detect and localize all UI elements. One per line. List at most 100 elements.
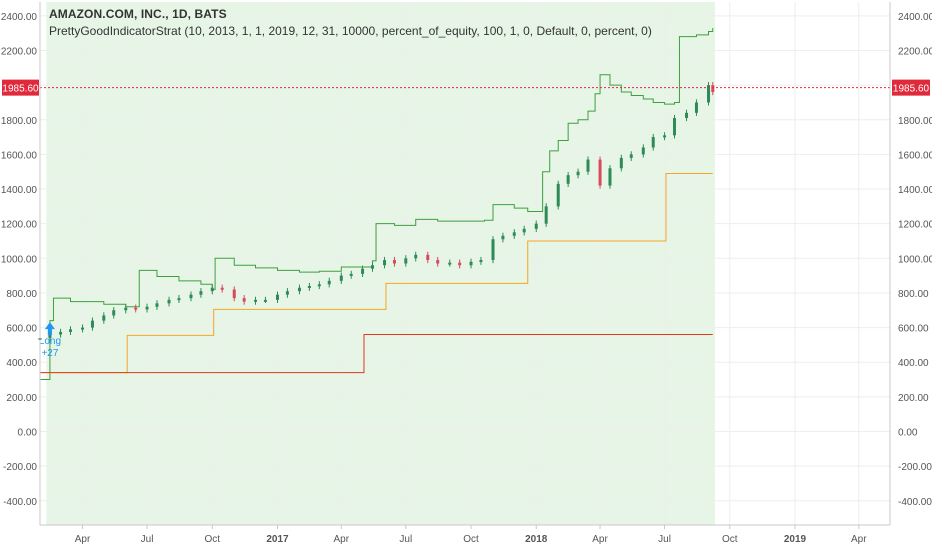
candle-body bbox=[155, 303, 159, 307]
y-tick-label-right: -200.00 bbox=[898, 462, 932, 473]
candle-body bbox=[651, 137, 655, 148]
candle-body bbox=[672, 118, 676, 136]
y-tick-label-left: 1600.00 bbox=[1, 150, 38, 161]
candle-body bbox=[317, 284, 321, 287]
candle-body bbox=[59, 331, 63, 335]
candle-body bbox=[90, 320, 94, 328]
x-tick-label: 2017 bbox=[266, 534, 289, 545]
candle-body bbox=[522, 228, 526, 233]
x-tick-label: Jul bbox=[141, 534, 154, 545]
x-tick-label: 2018 bbox=[525, 534, 548, 545]
x-tick-label: 2019 bbox=[784, 534, 807, 545]
long-signal-label: Long bbox=[39, 336, 61, 347]
candle-body bbox=[404, 258, 408, 264]
candle-body bbox=[220, 287, 224, 290]
candle-body bbox=[598, 159, 602, 186]
x-tick-label: Jul bbox=[658, 534, 671, 545]
long-signal-sublabel: +27 bbox=[41, 348, 58, 359]
candle-body bbox=[210, 287, 214, 292]
candle-body bbox=[629, 154, 633, 158]
y-tick-label-left: 1800.00 bbox=[1, 116, 38, 127]
last-price-tag-left bbox=[2, 79, 39, 96]
last-price-label-right: 1985.60 bbox=[893, 84, 930, 95]
marker-layer: 1985.60 1985.60 Long+27 bbox=[2, 79, 930, 359]
y-tick-label-left: 600.00 bbox=[6, 324, 37, 335]
candle-body bbox=[566, 175, 570, 184]
y-tick-label-right: 1000.00 bbox=[898, 254, 932, 265]
strategy-shaded-region bbox=[46, 2, 715, 525]
candle-body bbox=[469, 261, 473, 266]
candle-body bbox=[297, 287, 301, 292]
y-tick-label-left: -400.00 bbox=[3, 497, 37, 508]
x-tick-label: Oct bbox=[463, 534, 479, 545]
y-tick-label-right: 200.00 bbox=[898, 393, 929, 404]
candle-body bbox=[448, 262, 452, 265]
y-tick-label-right: 600.00 bbox=[898, 324, 929, 335]
x-tick-label: Oct bbox=[722, 534, 738, 545]
candle-body bbox=[512, 232, 516, 236]
candle-body bbox=[199, 291, 203, 295]
x-tick-label: Oct bbox=[204, 534, 220, 545]
price-candles bbox=[38, 82, 715, 342]
x-tick-label: Jul bbox=[399, 534, 412, 545]
candle-body bbox=[383, 260, 387, 266]
candle-body bbox=[707, 85, 711, 103]
y-tick-label-left: 800.00 bbox=[6, 289, 37, 300]
candle-body bbox=[285, 291, 289, 295]
y-tick-label-left: 1000.00 bbox=[1, 254, 38, 265]
y-tick-label-left: 400.00 bbox=[6, 358, 37, 369]
y-tick-label-right: 1600.00 bbox=[898, 150, 932, 161]
candle-body bbox=[608, 168, 612, 186]
candle-body bbox=[102, 315, 106, 321]
candle-body bbox=[534, 223, 538, 229]
candle-body bbox=[177, 298, 181, 301]
candle-body bbox=[711, 85, 715, 93]
y-tick-label-right: 1200.00 bbox=[898, 220, 932, 231]
x-tick-label: Apr bbox=[851, 534, 867, 545]
candle-body bbox=[501, 235, 505, 240]
y-tick-label-right: 0.00 bbox=[898, 427, 918, 438]
candle-body bbox=[544, 206, 548, 224]
candle-body bbox=[134, 307, 138, 310]
y-tick-label-right: 2200.00 bbox=[898, 46, 932, 57]
candle-body bbox=[307, 286, 311, 289]
candle-body bbox=[48, 334, 52, 338]
series-layer bbox=[40, 27, 714, 381]
y-tick-label-left: 0.00 bbox=[18, 427, 38, 438]
candle-body bbox=[232, 289, 236, 299]
y-tick-label-right: 400.00 bbox=[898, 358, 929, 369]
candle-body bbox=[361, 268, 365, 274]
candle-body bbox=[349, 273, 353, 276]
candle-body bbox=[189, 294, 193, 299]
y-tick-label-left: 2400.00 bbox=[1, 12, 38, 23]
y-tick-label-right: 1400.00 bbox=[898, 185, 932, 196]
long-signal-arrow-icon bbox=[44, 322, 55, 336]
candle-body bbox=[619, 157, 623, 169]
y-tick-label-left: 1400.00 bbox=[1, 185, 38, 196]
last-price-tag-right bbox=[892, 79, 930, 96]
candle-body bbox=[263, 299, 267, 302]
candle-body bbox=[68, 329, 72, 332]
candle-body bbox=[491, 239, 495, 261]
candle-body bbox=[426, 254, 430, 261]
candle-body bbox=[167, 299, 171, 304]
candle-body bbox=[339, 275, 343, 281]
candle-body bbox=[124, 307, 128, 311]
y-tick-label-left: 200.00 bbox=[6, 393, 37, 404]
candle-body bbox=[275, 294, 279, 300]
candle-body bbox=[694, 102, 698, 113]
candle-body bbox=[327, 280, 331, 285]
grid-lines bbox=[40, 2, 890, 525]
candle-body bbox=[392, 260, 396, 264]
candle-body bbox=[576, 171, 580, 176]
candle-body bbox=[641, 147, 645, 155]
candle-body bbox=[436, 260, 440, 264]
last-price-label-left: 1985.60 bbox=[2, 84, 39, 95]
candle-body bbox=[685, 112, 689, 119]
stop-step-line bbox=[40, 334, 713, 374]
candle-body bbox=[556, 183, 560, 207]
y-tick-label-right: 1800.00 bbox=[898, 116, 932, 127]
y-tick-label-right: 800.00 bbox=[898, 289, 929, 300]
equity-step-line bbox=[40, 27, 714, 381]
